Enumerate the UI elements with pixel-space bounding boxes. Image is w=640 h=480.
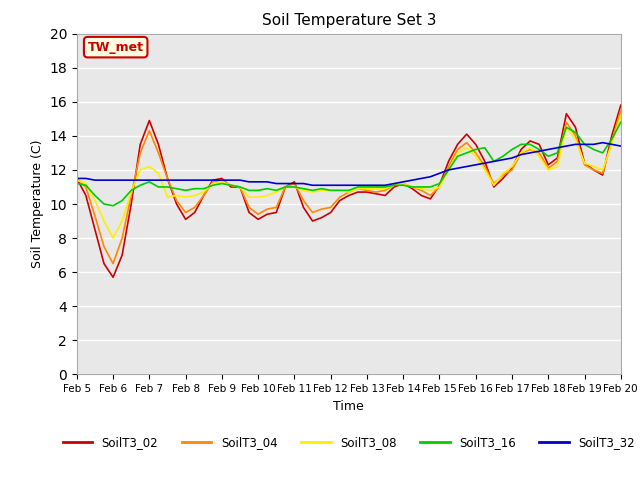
SoilT3_02: [554, 155, 561, 161]
SoilT3_32: [617, 143, 625, 149]
SoilT3_08: [554, 164, 561, 169]
SoilT3_16: [209, 182, 216, 188]
SoilT3_04: [554, 158, 561, 164]
SoilT3_02: [73, 176, 81, 181]
Line: SoilT3_32: SoilT3_32: [77, 143, 621, 185]
SoilT3_08: [109, 235, 117, 241]
SoilT3_02: [273, 210, 280, 216]
SoilT3_32: [264, 179, 271, 185]
SoilT3_02: [408, 186, 416, 192]
Legend: SoilT3_02, SoilT3_04, SoilT3_08, SoilT3_16, SoilT3_32: SoilT3_02, SoilT3_04, SoilT3_08, SoilT3_…: [58, 432, 640, 454]
SoilT3_04: [273, 204, 280, 210]
Text: TW_met: TW_met: [88, 41, 144, 54]
SoilT3_08: [372, 186, 380, 192]
SoilT3_02: [617, 102, 625, 108]
SoilT3_32: [200, 177, 207, 183]
Title: Soil Temperature Set 3: Soil Temperature Set 3: [262, 13, 436, 28]
SoilT3_16: [191, 186, 198, 192]
Y-axis label: Soil Temperature (C): Soil Temperature (C): [31, 140, 44, 268]
SoilT3_16: [372, 184, 380, 190]
SoilT3_04: [209, 179, 216, 185]
SoilT3_04: [191, 204, 198, 210]
SoilT3_32: [408, 177, 416, 183]
SoilT3_04: [109, 261, 117, 266]
SoilT3_02: [191, 210, 198, 216]
SoilT3_02: [209, 177, 216, 183]
SoilT3_04: [73, 176, 81, 181]
SoilT3_08: [617, 112, 625, 118]
SoilT3_02: [372, 191, 380, 197]
SoilT3_32: [554, 145, 561, 151]
SoilT3_32: [372, 182, 380, 188]
SoilT3_08: [273, 189, 280, 195]
SoilT3_04: [617, 108, 625, 113]
SoilT3_32: [308, 182, 316, 188]
SoilT3_02: [109, 275, 117, 280]
Line: SoilT3_16: SoilT3_16: [77, 122, 621, 206]
Line: SoilT3_08: SoilT3_08: [77, 115, 621, 238]
SoilT3_16: [408, 184, 416, 190]
SoilT3_04: [372, 189, 380, 195]
SoilT3_16: [273, 188, 280, 193]
SoilT3_08: [408, 184, 416, 190]
SoilT3_16: [109, 203, 117, 209]
Line: SoilT3_02: SoilT3_02: [77, 105, 621, 277]
SoilT3_32: [599, 140, 607, 145]
SoilT3_16: [617, 120, 625, 125]
SoilT3_32: [73, 176, 81, 181]
SoilT3_16: [73, 180, 81, 186]
SoilT3_32: [182, 177, 189, 183]
SoilT3_08: [191, 192, 198, 198]
SoilT3_08: [73, 177, 81, 183]
SoilT3_08: [209, 180, 216, 186]
X-axis label: Time: Time: [333, 400, 364, 413]
Line: SoilT3_04: SoilT3_04: [77, 110, 621, 264]
SoilT3_16: [554, 150, 561, 156]
SoilT3_04: [408, 184, 416, 190]
